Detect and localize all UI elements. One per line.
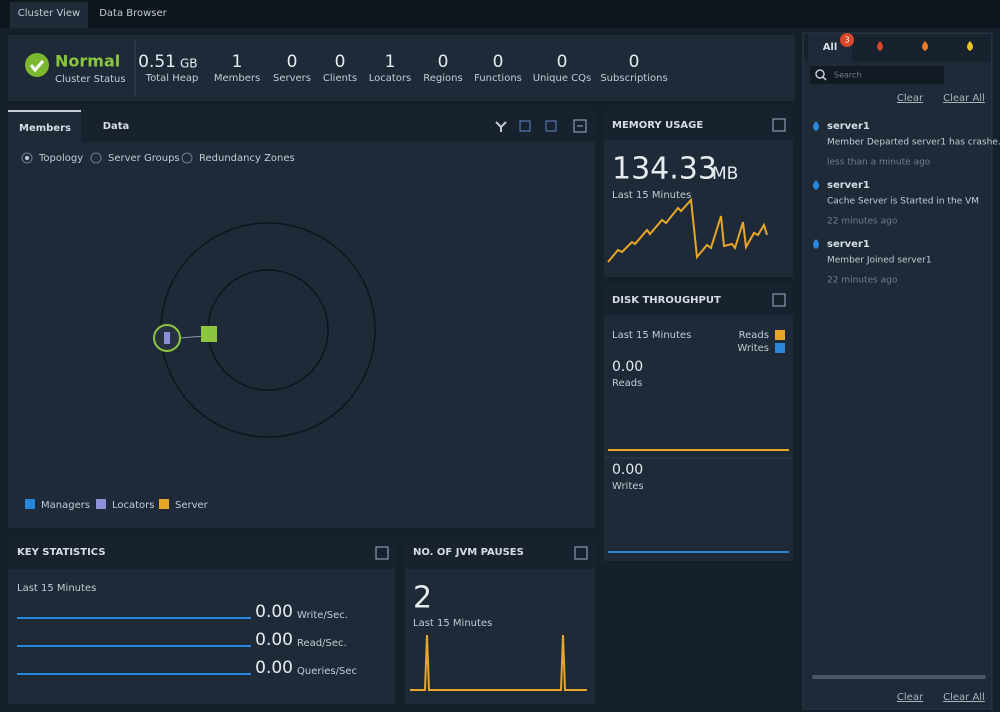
stat-value: 0: [438, 52, 449, 72]
stat-label: Servers: [273, 73, 311, 84]
timestamp: 22 minutes ago: [827, 217, 898, 227]
tab[interactable]: Cluster View: [18, 8, 80, 19]
clear-all-button[interactable]: Clear All: [943, 93, 985, 104]
period: Last 15 Minutes: [612, 330, 691, 341]
legend-label: Writes: [737, 343, 769, 354]
stat-value: 0.00: [255, 658, 293, 678]
legend-swatch: [159, 499, 169, 509]
memory-value: 134.33: [612, 152, 717, 187]
scrollbar[interactable]: [812, 675, 986, 679]
stat-label: Members: [214, 73, 260, 84]
search-placeholder: Search: [834, 71, 861, 80]
reads-value: 0.00: [612, 359, 643, 375]
stat-label: Regions: [423, 73, 462, 84]
legend-swatch: [25, 499, 35, 509]
stat-value: 0: [629, 52, 640, 72]
stat-label: Functions: [474, 73, 522, 84]
legend-label: Reads: [739, 330, 769, 341]
reads-label: Reads: [612, 378, 642, 389]
stat-value: 1: [232, 52, 243, 72]
legend-label: Server: [175, 500, 209, 511]
locator-icon: [164, 332, 170, 344]
legend-label: Locators: [112, 500, 155, 511]
stat-label: Total Heap: [145, 73, 199, 84]
status-bar: [8, 35, 795, 101]
member-name[interactable]: server1: [827, 180, 870, 191]
members-panel: [8, 110, 595, 528]
stat-label: Queries/Sec: [297, 666, 357, 677]
stat-label: Clients: [323, 73, 357, 84]
clear-button[interactable]: Clear: [897, 93, 924, 104]
server-node[interactable]: [201, 326, 217, 342]
period: Last 15 Minutes: [413, 618, 492, 629]
stat-label: Read/Sec.: [297, 638, 347, 649]
message: Member Departed server1 has crashe...: [827, 138, 1000, 148]
badge-count: 3: [844, 36, 849, 45]
panel-title: MEMORY USAGE: [612, 120, 703, 131]
stat-label: Unique CQs: [533, 73, 592, 84]
status-caption: Cluster Status: [55, 74, 126, 85]
status-label: Normal: [55, 52, 120, 71]
timestamp: 22 minutes ago: [827, 276, 898, 286]
tab[interactable]: Data: [103, 121, 130, 132]
legend-swatch: [96, 499, 106, 509]
tab[interactable]: Data Browser: [99, 8, 167, 19]
panel-title: KEY STATISTICS: [17, 547, 106, 558]
radio-label[interactable]: Server Groups: [108, 153, 180, 164]
stat-value: 0.51: [138, 52, 176, 72]
stat-unit: GB: [180, 57, 198, 71]
stat-value: 0: [287, 52, 298, 72]
tab[interactable]: All: [823, 42, 838, 53]
stat-label: Locators: [369, 73, 412, 84]
legend-swatch: [775, 343, 785, 353]
radio-label[interactable]: Topology: [38, 153, 83, 164]
stat-value: 0.00: [255, 630, 293, 650]
legend-swatch: [775, 330, 785, 340]
stat-label: Write/Sec.: [297, 610, 348, 621]
timestamp: less than a minute ago: [827, 158, 931, 168]
clear-button[interactable]: Clear: [897, 692, 924, 703]
writes-value: 0.00: [612, 462, 643, 478]
message: Cache Server is Started in the VM: [827, 197, 979, 207]
writes-label: Writes: [612, 481, 644, 492]
radio-label[interactable]: Redundancy Zones: [199, 153, 295, 164]
legend-label: Managers: [41, 500, 90, 511]
member-name[interactable]: server1: [827, 121, 870, 132]
panel-header: [8, 110, 595, 142]
disk-panel: [604, 285, 793, 561]
panel-title: NO. OF JVM PAUSES: [413, 547, 524, 558]
jvm-value: 2: [413, 581, 432, 616]
member-name[interactable]: server1: [827, 239, 870, 250]
clear-all-button[interactable]: Clear All: [943, 692, 985, 703]
radio-dot: [25, 156, 29, 160]
memory-unit: MB: [712, 164, 738, 184]
stat-value: 0.00: [255, 602, 293, 622]
search-box[interactable]: [810, 66, 944, 84]
notifications-panel: [803, 33, 992, 709]
tab[interactable]: Members: [19, 123, 71, 134]
status-icon: [25, 53, 49, 77]
stat-value: 1: [385, 52, 396, 72]
stat-value: 0: [557, 52, 568, 72]
period: Last 15 Minutes: [612, 190, 691, 201]
panel-title: DISK THROUGHPUT: [612, 295, 721, 306]
period: Last 15 Minutes: [17, 583, 96, 594]
stat-value: 0: [335, 52, 346, 72]
stat-label: Subscriptions: [600, 73, 667, 84]
message: Member Joined server1: [827, 256, 932, 266]
stat-value: 0: [493, 52, 504, 72]
